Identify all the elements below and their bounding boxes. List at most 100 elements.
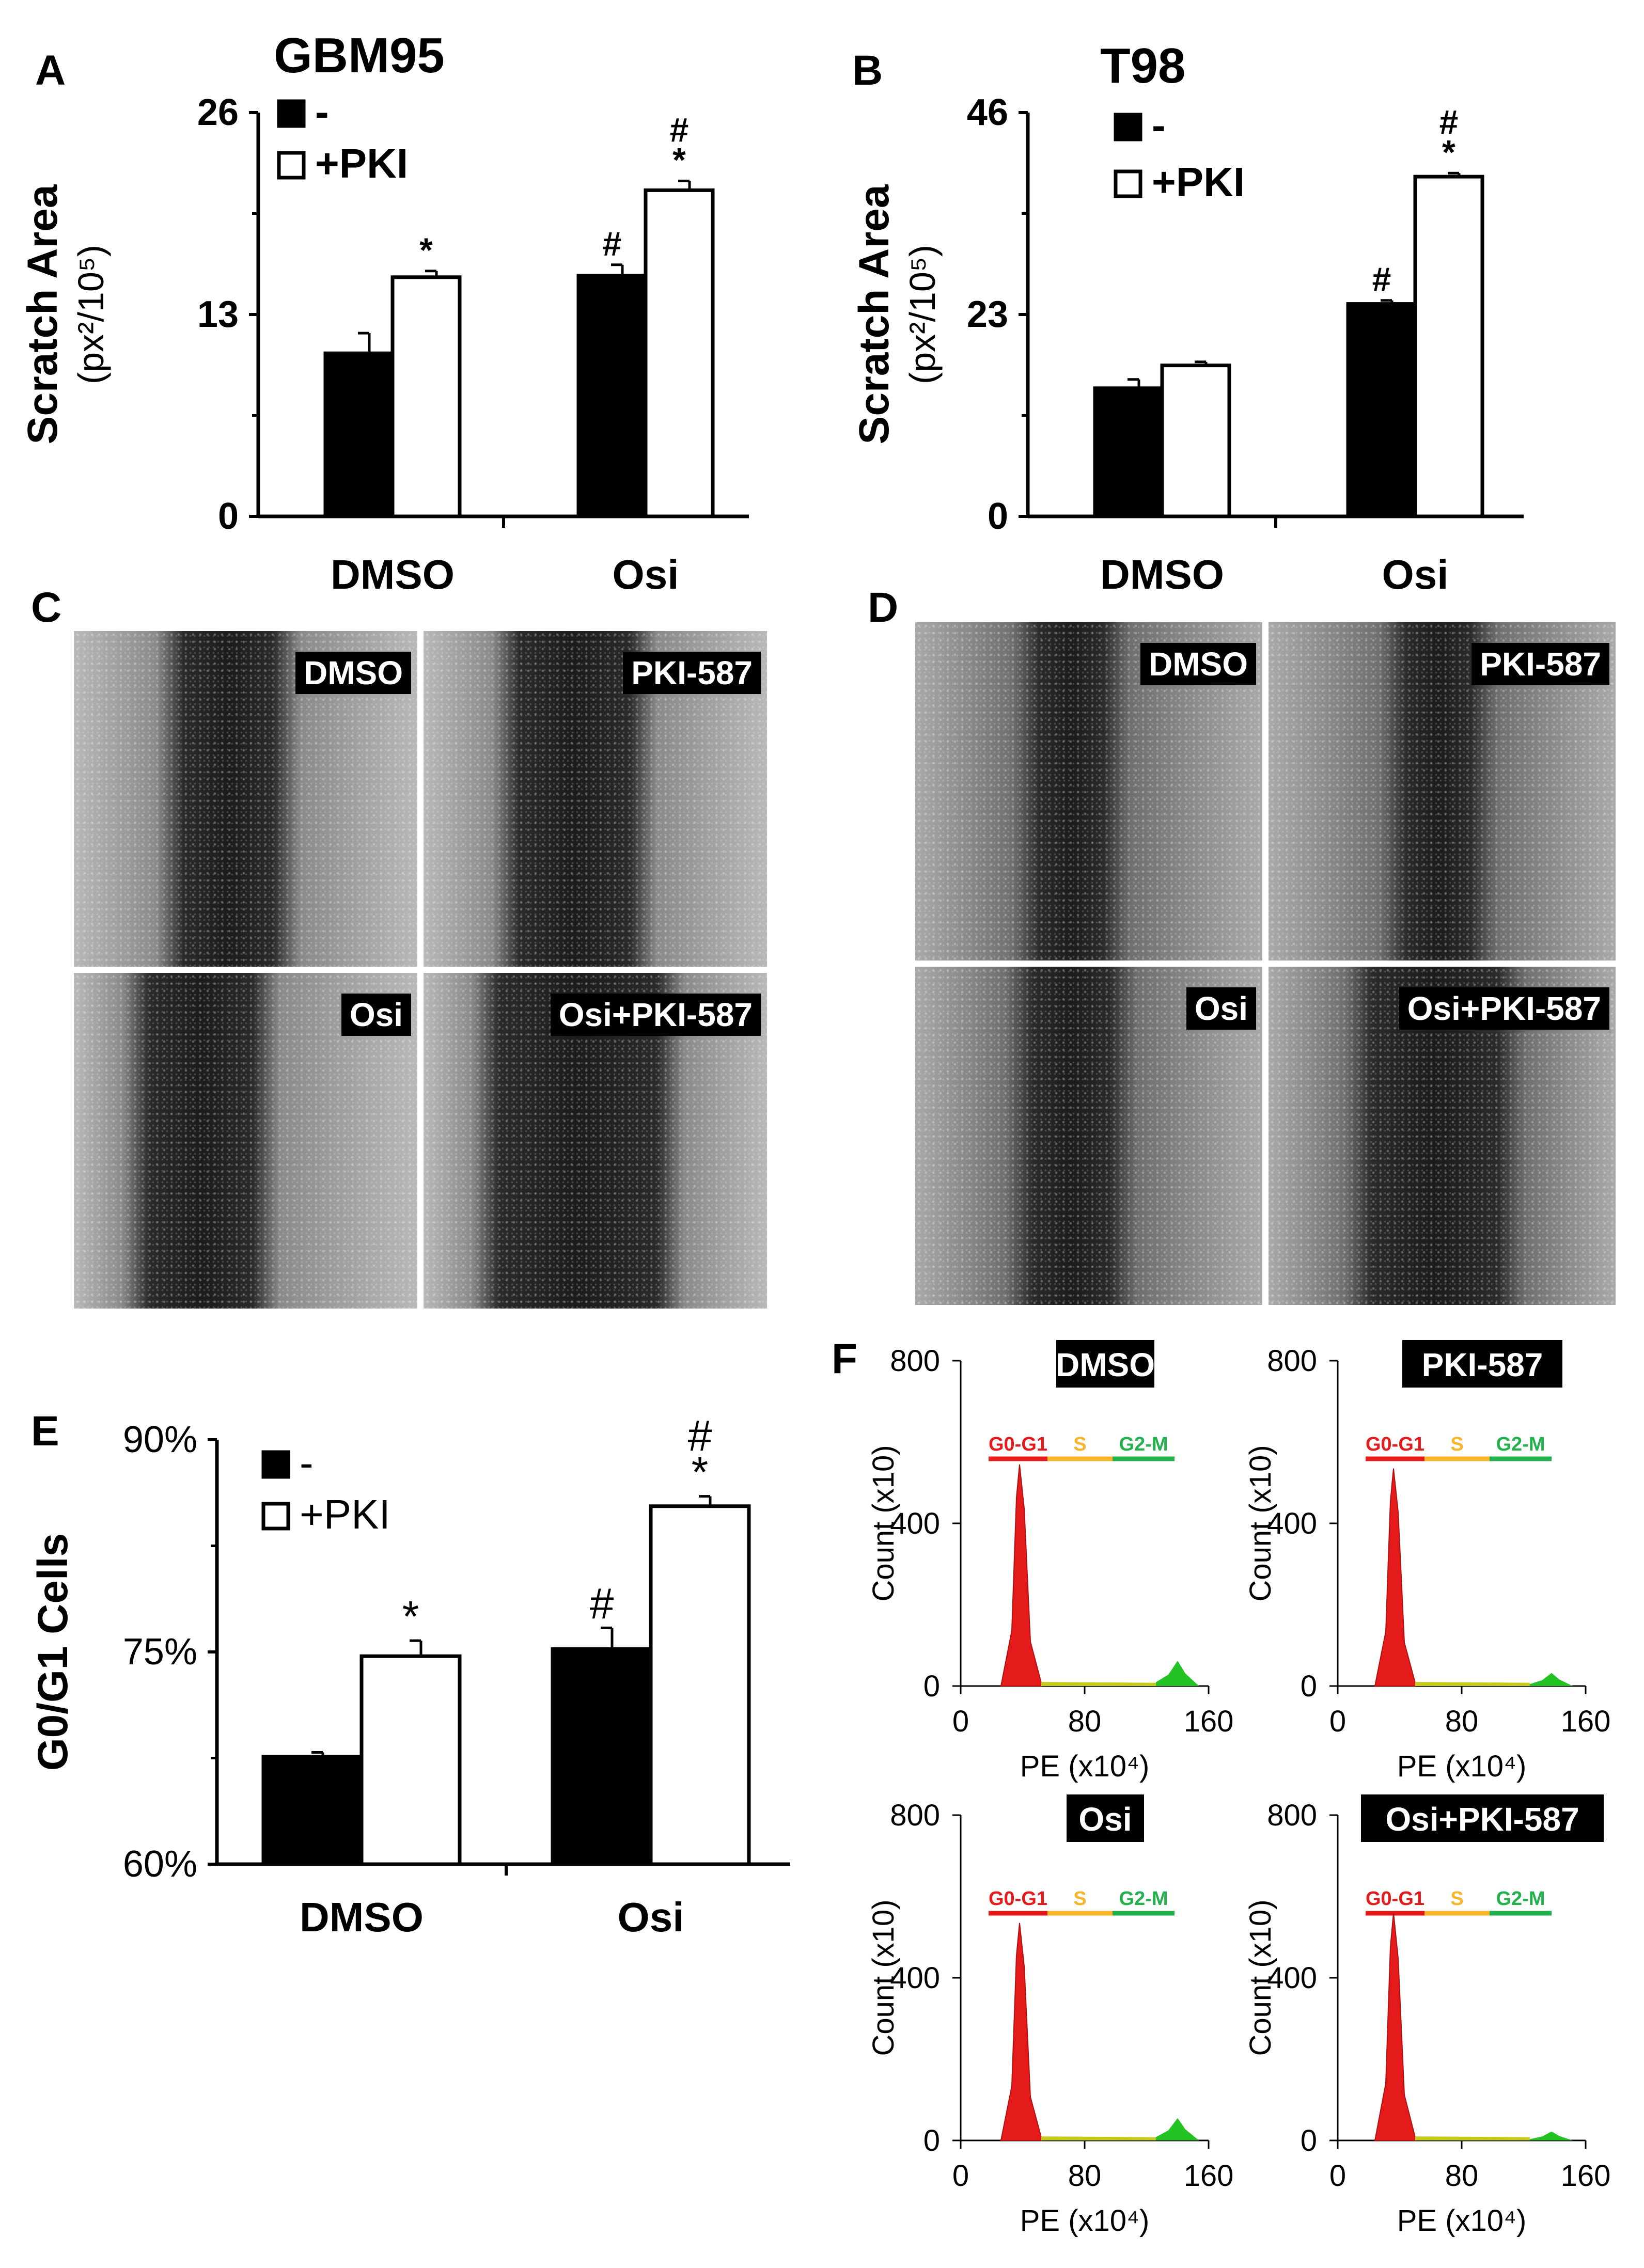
chart-b-legend-label: - [1152,102,1166,148]
histogram-1-xtick-label: 0 [952,1705,969,1738]
chart-b-legend-label: +PKI [1152,159,1245,205]
histogram-2-title-box [1402,1340,1562,1388]
chart-a-bar-control [576,274,648,518]
chart-a-ytick-label: 13 [197,294,239,335]
histogram-3-g1-peak [1000,1923,1042,2141]
chart-b-bar-control [1346,302,1417,518]
histogram-1-phase-label: S [1073,1434,1086,1455]
micrograph-label: DMSO [295,652,411,694]
chart-b-y-unit: (px²/10⁵) [902,245,943,384]
histogram-2-y-label: Count (x10) [1244,1445,1277,1601]
micrograph-label: PKI-587 [623,652,761,694]
micrograph-d-3: Osi [915,967,1262,1305]
chart-a-legend-swatch [277,99,306,128]
histogram-2-title: PKI-587 [1422,1346,1543,1383]
histogram-3-xtick-label: 80 [1068,2159,1102,2193]
histogram-1-ytick-label: 800 [890,1344,940,1378]
histogram-3-phase-label: G2-M [1119,1888,1168,1910]
histogram-1-ytick-label: 0 [923,1670,940,1703]
micrograph-label: Osi+PKI-587 [550,994,761,1036]
histogram-4-g2-peak [1530,2131,1573,2140]
chart-e-bar-control [261,1755,364,1866]
chart-e-bar-pki [649,1504,751,1866]
chart-a-category-label: Osi [613,552,679,594]
histogram-3-s-phase [1041,2136,1156,2140]
histogram-4-x-label: PE (x10⁴) [1397,2204,1527,2238]
histogram-1-phase-label: G2-M [1119,1434,1168,1455]
histogram-4-s-phase [1415,2136,1530,2140]
chart-a-title: GBM95 [274,28,445,83]
histogram-2-phase-label: S [1450,1434,1463,1455]
histogram-1-xtick-label: 80 [1068,1705,1102,1738]
chart-b-legend-swatch [1114,169,1142,198]
histogram-1-g2-peak [1156,1661,1199,1686]
chart-e-ytick-label: 90% [123,1419,197,1460]
histogram-4-xtick-label: 160 [1561,2159,1611,2193]
chart-e-category-label: Osi [618,1894,684,1940]
chart-a-significance-mark: * [419,231,433,269]
chart-e-ytick-label: 60% [123,1844,197,1885]
bar-chart-e: 60%75%90%DMSO*Osi##*G0/G1 Cells-+PKI [29,1412,790,1940]
histogram-2-s-phase [1415,1682,1530,1686]
histogram-2-ytick-label: 400 [1267,1507,1317,1540]
chart-a-y-label: Scratch Area [19,184,66,444]
histogram-3-xtick-label: 160 [1184,2159,1234,2193]
chart-e-significance-mark: # [590,1579,614,1628]
histogram-1-xtick-label: 160 [1184,1705,1234,1738]
histogram-2-ytick-label: 800 [1267,1344,1317,1378]
histogram-2-g2-peak [1530,1673,1573,1686]
panel-label-b: B [852,47,883,94]
histogram-3-ytick-label: 400 [890,1961,940,1995]
chart-e-significance-mark: * [692,1448,709,1497]
histogram-3-g2-peak [1156,2118,1199,2140]
chart-e-category-label: DMSO [300,1894,424,1940]
chart-b-title: T98 [1100,38,1185,93]
histogram-1-title: DMSO [1056,1346,1155,1383]
chart-b-significance-mark: * [1442,133,1455,171]
histogram-4-phase-label: G0-G1 [1366,1888,1424,1910]
chart-e-legend-swatch [261,1502,290,1531]
histogram-1-s-phase [1041,1682,1156,1686]
histogram-1-x-label: PE (x10⁴) [1020,1750,1150,1783]
chart-e-legend-label: - [300,1440,314,1486]
chart-b-significance-mark: # [1372,260,1391,298]
chart-a-legend-label: +PKI [315,140,408,186]
histogram-1-y-label: Count (x10) [867,1445,900,1601]
histogram-4-phase-label: S [1450,1888,1463,1910]
chart-a-ytick-label: 26 [197,92,239,133]
histogram-3-title: Osi [1078,1801,1132,1838]
chart-b-ytick-label: 46 [967,92,1008,133]
panel-label-e: E [31,1408,59,1455]
histogram-2-phase-label: G0-G1 [1366,1434,1424,1455]
chart-a-legend-swatch [277,151,306,180]
histogram-2-x-label: PE (x10⁴) [1397,1750,1527,1783]
micrograph-label: DMSO [1140,643,1256,685]
panel-label-f: F [832,1335,858,1382]
histogram-4-phase-label: G2-M [1496,1888,1545,1910]
chart-b-bar-pki [1160,364,1231,518]
histogram-1-phase-label: G0-G1 [989,1434,1047,1455]
micrograph-c-2: PKI-587 [424,631,767,967]
histogram-4-g1-peak [1374,1912,1416,2141]
histogram-3-xtick-label: 0 [952,2159,969,2193]
histogram-4-xtick-label: 0 [1329,2159,1346,2193]
micrograph-label: PKI-587 [1471,643,1609,685]
chart-e-significance-mark: # [688,1412,712,1460]
micrograph-d-2: PKI-587 [1269,622,1616,960]
micrograph-label: Osi [341,994,411,1036]
micrograph-c-1: DMSO [74,631,417,967]
histogram-4-title: Osi+PKI-587 [1385,1801,1579,1838]
histogram-3-y-label: Count (x10) [867,1899,900,2056]
chart-a-bar-pki [644,188,715,518]
micrograph-label: Osi [1186,987,1256,1030]
micrograph-d-1: DMSO [915,622,1262,960]
histogram-4-title-box [1361,1794,1604,1842]
histogram-3-phase-label: G0-G1 [989,1888,1047,1910]
histogram-1-g1-peak [1000,1464,1042,1687]
chart-a-bar-pki [390,275,462,518]
histogram-2-xtick-label: 80 [1445,1705,1479,1738]
histogram-4-ytick-label: 0 [1301,2124,1317,2157]
micrograph-d-4: Osi+PKI-587 [1269,967,1616,1305]
